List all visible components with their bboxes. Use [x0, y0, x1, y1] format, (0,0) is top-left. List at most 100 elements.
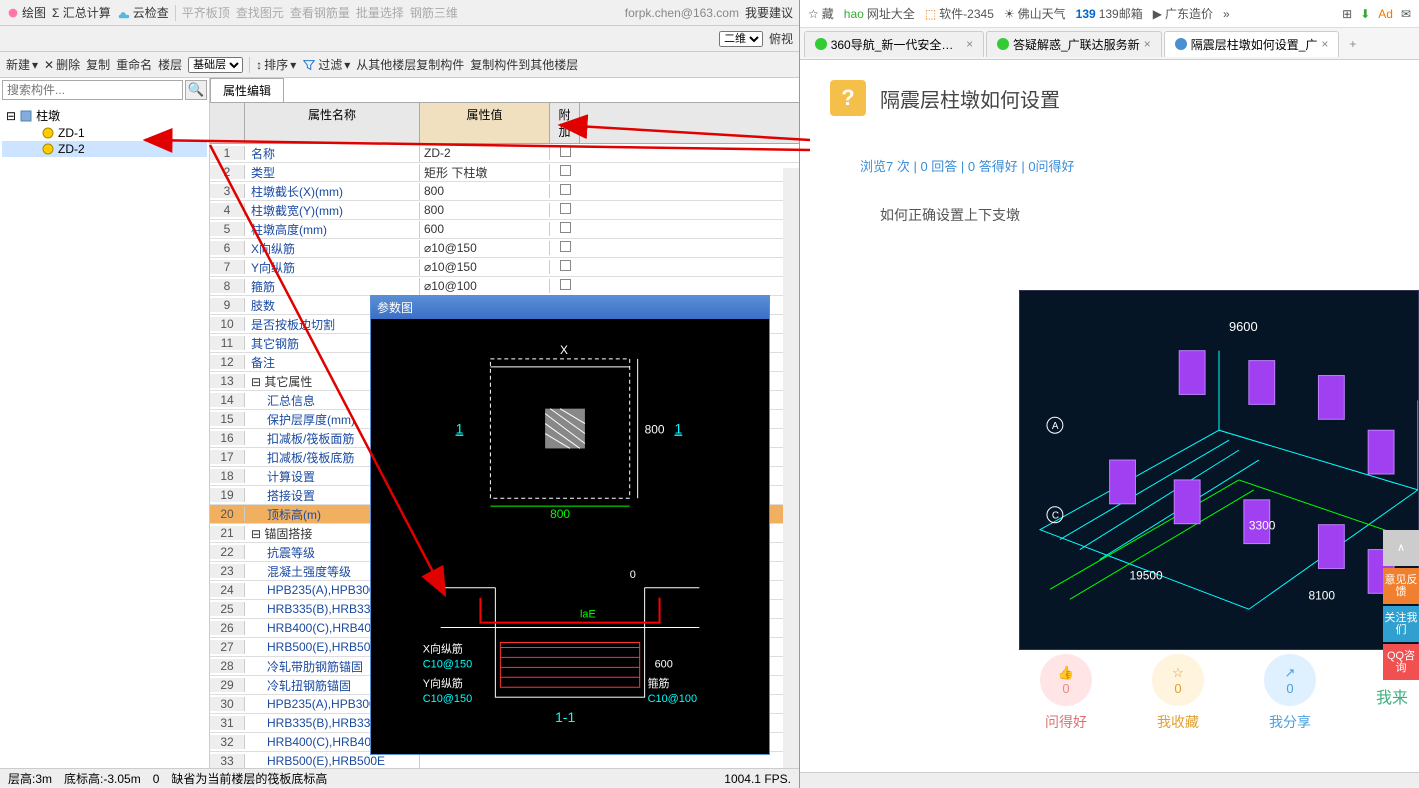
diagram-svg: X 800 800 1 1 — [371, 319, 769, 755]
bm-gd[interactable]: ▶广东造价 — [1153, 5, 1213, 22]
svg-text:C10@150: C10@150 — [423, 658, 472, 670]
search-btn[interactable]: 🔍 — [185, 80, 207, 100]
left-cad-app: 绘图 Σ 汇总计算 云检查 平齐板顶 查找图元 查看钢筋量 批量选择 钢筋三维 … — [0, 0, 800, 788]
action-pink[interactable]: 👍0问得好 — [1040, 654, 1092, 732]
bm-fav[interactable]: ☆藏 — [808, 5, 834, 22]
svg-text:800: 800 — [645, 423, 665, 437]
sort-btn[interactable]: ↕ 排序 ▾ — [256, 56, 296, 73]
svg-text:C10@150: C10@150 — [423, 693, 472, 705]
svg-text:9600: 9600 — [1229, 319, 1258, 334]
find-elem-btn[interactable]: 查找图元 — [236, 4, 284, 21]
prop-tab[interactable]: 属性编辑 — [210, 78, 284, 102]
prop-scrollbar[interactable] — [783, 168, 799, 768]
svg-text:X: X — [560, 343, 568, 357]
tab-close-icon[interactable]: × — [1321, 37, 1328, 51]
svg-text:600: 600 — [655, 658, 673, 670]
prop-row[interactable]: 7Y向纵筋⌀10@150 — [210, 258, 799, 277]
rename-btn[interactable]: 重命名 — [116, 56, 152, 73]
bm-wangzhi[interactable]: hao网址大全 — [844, 5, 915, 22]
status-zero: 0 — [153, 772, 160, 786]
tree-root[interactable]: ⊟ 柱墩 — [2, 106, 207, 125]
bm-mail[interactable]: 139139邮箱 — [1076, 5, 1143, 22]
svg-text:C: C — [1052, 511, 1059, 522]
filter-btn[interactable]: 过滤 ▾ — [302, 56, 350, 73]
cloud-check-btn[interactable]: 云检查 — [117, 4, 169, 21]
svg-text:1: 1 — [674, 421, 682, 437]
prop-row[interactable]: 8箍筋⌀10@100 — [210, 277, 799, 296]
delete-btn[interactable]: ✕ 删除 — [44, 56, 80, 73]
status-bar: 层高:3m 底标高:-3.05m 0 缺省为当前楼层的筏板底标高 1004.1 … — [0, 768, 799, 788]
toolbar-top: 绘图 Σ 汇总计算 云检查 平齐板顶 查找图元 查看钢筋量 批量选择 钢筋三维 … — [0, 0, 799, 26]
svg-text:1-1: 1-1 — [555, 709, 575, 725]
bm-soft[interactable]: ⬚软件-2345 — [925, 5, 994, 22]
new-btn[interactable]: 新建 ▾ — [6, 56, 38, 73]
copy-btn[interactable]: 复制 — [86, 56, 110, 73]
toolbar-view: 二维 俯视 — [0, 26, 799, 52]
status-floor-height: 层高:3m — [8, 770, 52, 787]
question-image: 9600 3300 19500 8100 A C — [1019, 290, 1419, 650]
copy-from-btn[interactable]: 从其他楼层复制构件 — [356, 56, 464, 73]
back-to-top-btn[interactable]: ∧ — [1383, 530, 1419, 566]
status-tip: 缺省为当前楼层的筏板底标高 — [171, 770, 327, 787]
ext-icon[interactable]: ✉ — [1401, 7, 1411, 21]
draw-btn[interactable]: 绘图 — [6, 4, 46, 21]
h-scrollbar[interactable] — [800, 772, 1419, 788]
user-email: forpk.chen@163.com — [625, 6, 739, 20]
rebar-qty-btn[interactable]: 查看钢筋量 — [290, 4, 350, 21]
svg-text:1: 1 — [456, 421, 464, 437]
view-btn[interactable]: 俯视 — [769, 30, 793, 47]
question-desc: 如何正确设置上下支墩 — [830, 205, 1389, 225]
feedback-btn[interactable]: 意见反馈 — [1383, 568, 1419, 604]
prop-row[interactable]: 1名称ZD-2 — [210, 144, 799, 163]
rebar-3d-btn[interactable]: 钢筋三维 — [410, 4, 458, 21]
param-diagram-window: 参数图 X 800 800 — [370, 295, 770, 755]
qq-consult-btn[interactable]: QQ咨询 — [1383, 644, 1419, 680]
search-input[interactable] — [2, 80, 183, 100]
browser-tab[interactable]: 答疑解惑_广联达服务新× — [986, 31, 1162, 57]
sum-btn[interactable]: Σ 汇总计算 — [52, 4, 111, 21]
prop-header: 属性名称 属性值 附加 — [210, 103, 799, 144]
svg-text:0: 0 — [630, 569, 636, 581]
side-buttons: ∧ 意见反馈 关注我们 QQ咨询 — [1383, 530, 1419, 680]
diagram-title: 参数图 — [371, 296, 769, 319]
batch-select-btn[interactable]: 批量选择 — [356, 4, 404, 21]
tree-item-zd2[interactable]: ZD-2 — [2, 141, 207, 157]
prop-row[interactable]: 4柱墩截宽(Y)(mm)800 — [210, 201, 799, 220]
svg-text:A: A — [1052, 421, 1059, 432]
prop-row[interactable]: 2类型矩形 下柱墩 — [210, 163, 799, 182]
svg-text:Y向纵筋: Y向纵筋 — [423, 676, 463, 690]
component-tree-pane: 🔍 ⊟ 柱墩 ZD-1 ZD-2 — [0, 78, 210, 768]
bm-weather[interactable]: ☀佛山天气 — [1004, 5, 1066, 22]
component-tree: ⊟ 柱墩 ZD-1 ZD-2 — [0, 102, 209, 161]
tree-item-zd1[interactable]: ZD-1 — [2, 125, 207, 141]
copy-to-btn[interactable]: 复制构件到其他楼层 — [470, 56, 578, 73]
status-bottom-elev: 底标高:-3.05m — [64, 770, 141, 787]
ext-icon[interactable]: ⊞ — [1342, 7, 1352, 21]
tab-close-icon[interactable]: × — [966, 37, 973, 51]
svg-text:C10@100: C10@100 — [648, 693, 697, 705]
new-tab-btn[interactable]: + — [1341, 35, 1364, 53]
svg-text:laE: laE — [580, 609, 596, 621]
prop-row[interactable]: 6X向纵筋⌀10@150 — [210, 239, 799, 258]
browser-tab[interactable]: 360导航_新一代安全上网× — [804, 31, 984, 57]
action-blue[interactable]: ↗0我分享 — [1264, 654, 1316, 732]
svg-text:3300: 3300 — [1249, 519, 1276, 533]
suggest-btn[interactable]: 我要建议 — [745, 4, 793, 21]
prop-row[interactable]: 5柱墩高度(mm)600 — [210, 220, 799, 239]
ext-icon[interactable]: Ad — [1378, 7, 1393, 21]
floor-select[interactable]: 基础层 — [188, 57, 243, 73]
browser-tab[interactable]: 隔震层柱墩如何设置_广× — [1164, 31, 1340, 57]
action-bar: 👍0问得好☆0我收藏↗0我分享我来 — [1040, 654, 1408, 732]
align-btn[interactable]: 平齐板顶 — [182, 4, 230, 21]
dim-select[interactable]: 二维 — [719, 31, 763, 47]
action-yellow[interactable]: ☆0我收藏 — [1152, 654, 1204, 732]
browser-tabs: 360导航_新一代安全上网×答疑解惑_广联达服务新×隔震层柱墩如何设置_广×+ — [800, 28, 1419, 60]
tab-close-icon[interactable]: × — [1144, 37, 1151, 51]
bm-more[interactable]: » — [1223, 7, 1230, 21]
question-icon: ? — [830, 80, 866, 116]
prop-row[interactable]: 3柱墩截长(X)(mm)800 — [210, 182, 799, 201]
follow-btn[interactable]: 关注我们 — [1383, 606, 1419, 642]
svg-text:箍筋: 箍筋 — [648, 676, 670, 690]
browser-pane: ☆藏 hao网址大全 ⬚软件-2345 ☀佛山天气 139139邮箱 ▶广东造价… — [800, 0, 1419, 788]
ext-icon[interactable]: ⬇ — [1360, 7, 1370, 21]
